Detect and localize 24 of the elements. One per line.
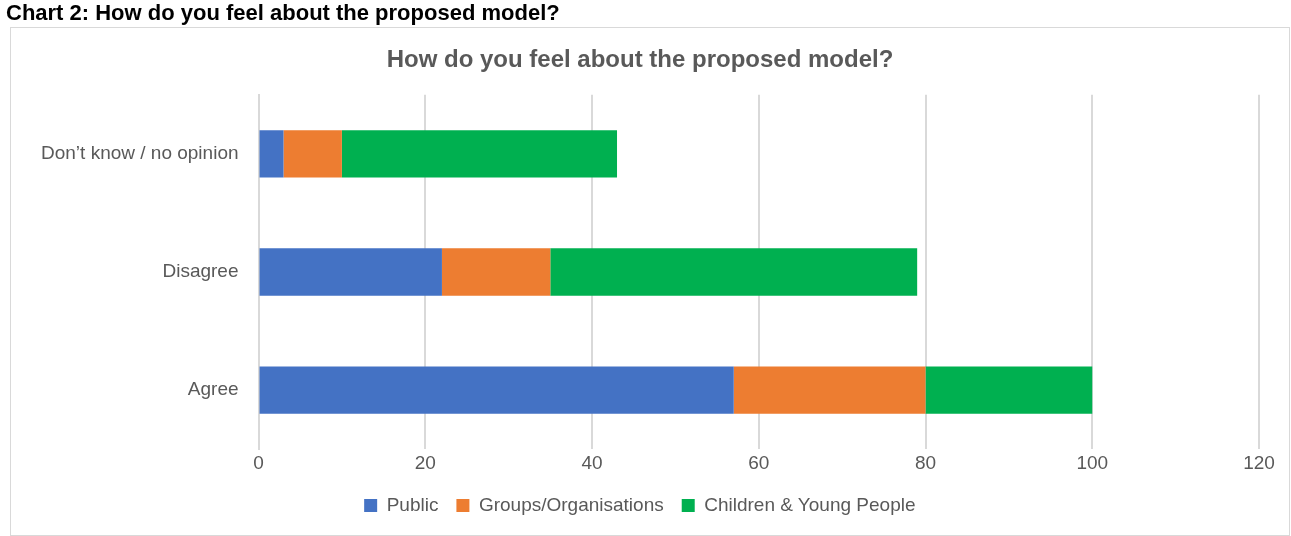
legend-label: Public [386, 493, 439, 515]
x-tick-label: 100 [1076, 451, 1109, 473]
x-tick-label: 40 [581, 451, 603, 473]
bar [733, 366, 926, 414]
bar [925, 366, 1093, 414]
bar [283, 130, 342, 178]
bar [259, 366, 734, 414]
bar [550, 248, 918, 296]
x-tick-label: 0 [253, 451, 264, 473]
y-tick-label: Don’t know / no opinion [41, 142, 239, 164]
x-tick-label: 80 [914, 451, 937, 473]
bar [259, 130, 284, 178]
legend-label: Groups/Organisations [478, 493, 664, 515]
x-tick-label: 20 [414, 451, 436, 473]
x-tick-label: 60 [748, 451, 770, 473]
bar [341, 130, 618, 178]
legend-label: Children & Young People [704, 493, 916, 515]
chart-title: How do you feel about the proposed model? [386, 45, 894, 73]
bar [441, 248, 551, 296]
caption: Chart 2: How do you feel about the proposed model? [6, 0, 560, 26]
y-tick-label: Disagree [162, 260, 239, 282]
bar [259, 248, 442, 296]
x-tick-label: 120 [1243, 451, 1275, 473]
y-tick-label: Agree [187, 378, 239, 400]
